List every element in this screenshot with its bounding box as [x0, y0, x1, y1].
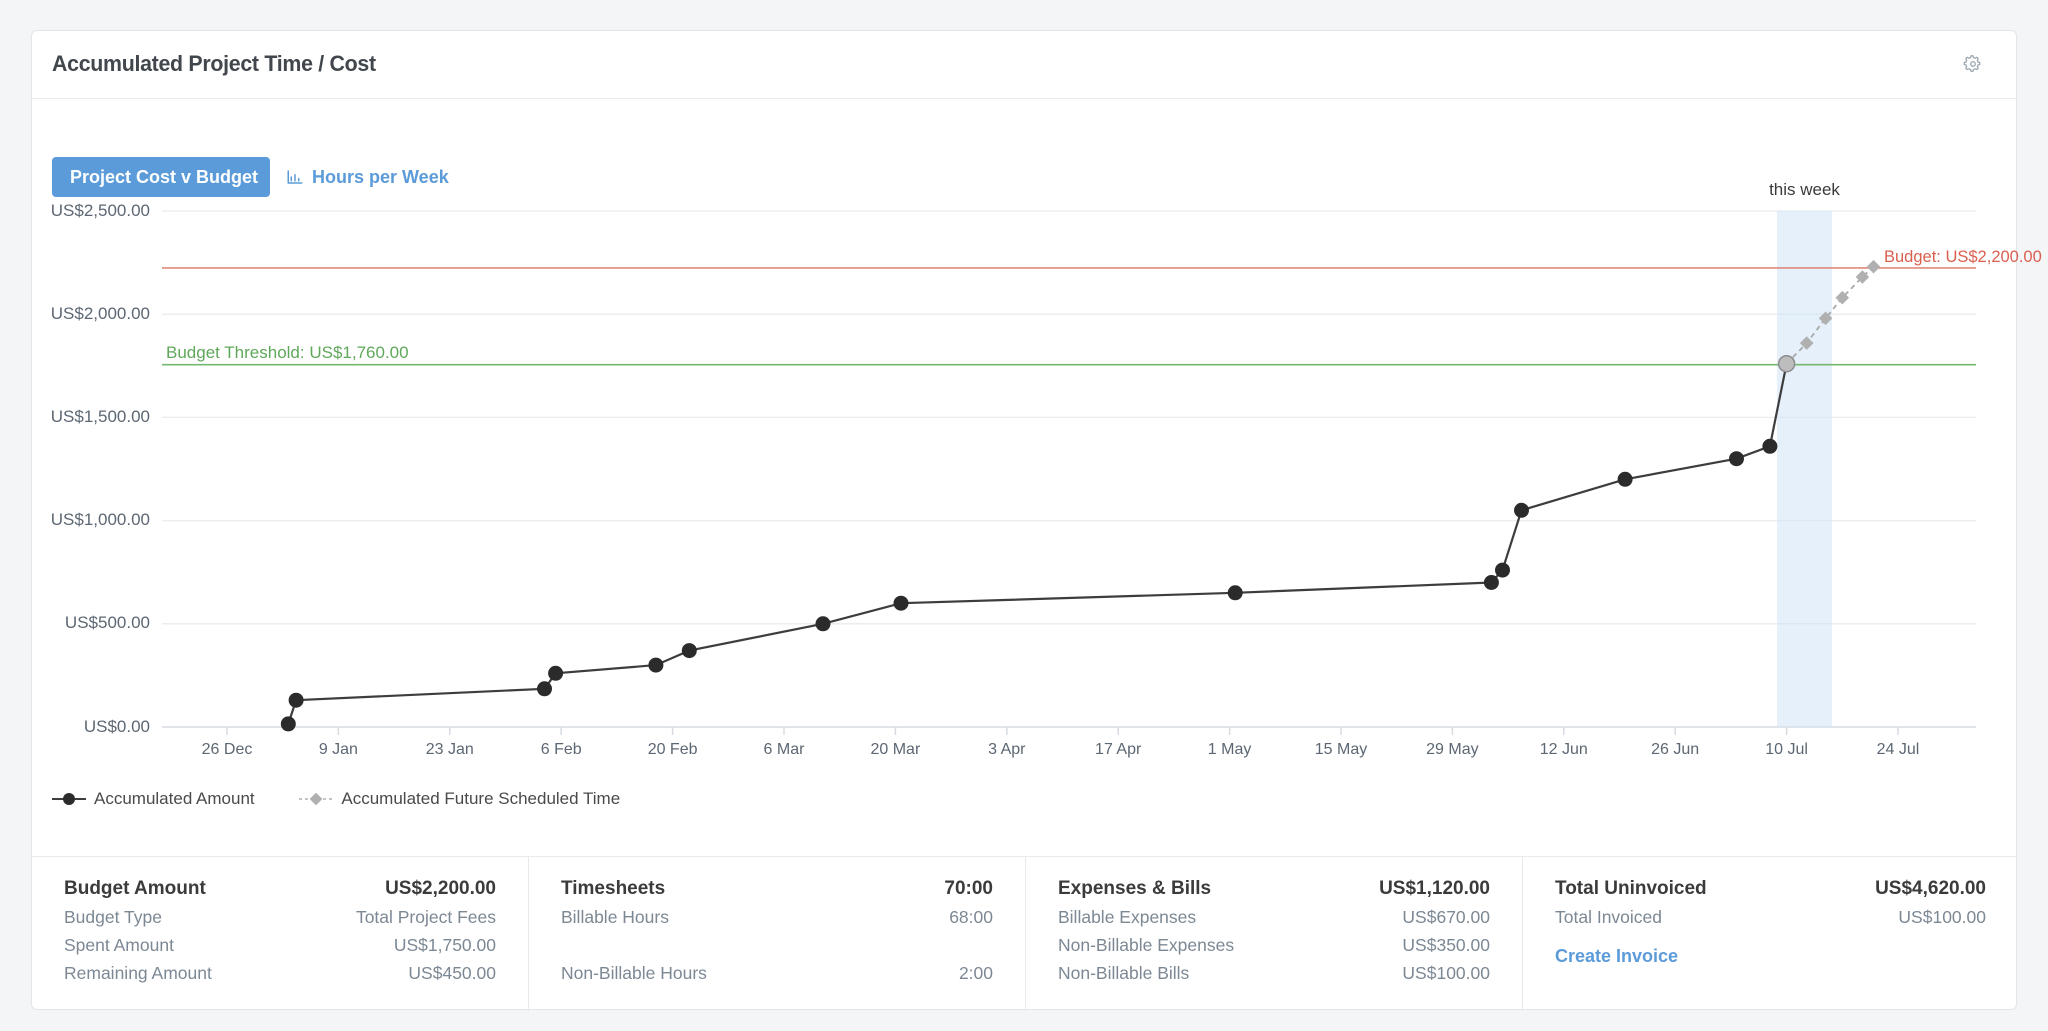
- svg-text:Budget Threshold: US$1,760.00: Budget Threshold: US$1,760.00: [166, 343, 409, 362]
- svg-text:Budget: US$2,200.00: Budget: US$2,200.00: [1884, 248, 2042, 266]
- svg-text:this week: this week: [1769, 180, 1840, 199]
